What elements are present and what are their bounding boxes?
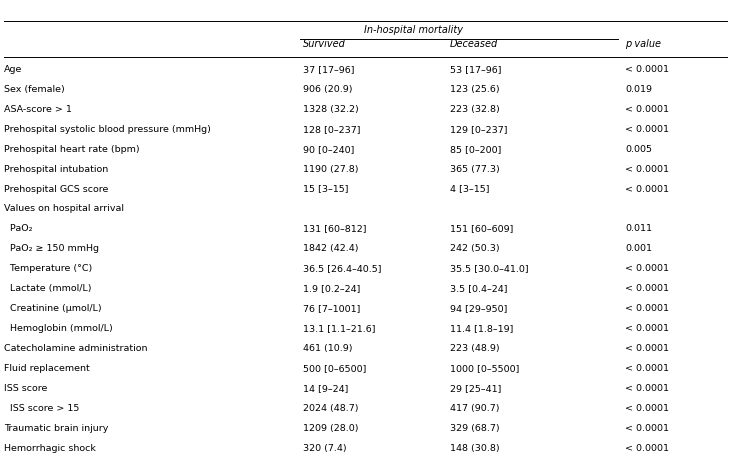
Text: Age: Age <box>4 65 22 74</box>
Text: 37 [17–96]: 37 [17–96] <box>303 65 355 74</box>
Text: 2024 (48.7): 2024 (48.7) <box>303 404 359 413</box>
Text: 123 (25.6): 123 (25.6) <box>450 85 499 94</box>
Text: < 0.0001: < 0.0001 <box>625 344 669 353</box>
Text: 329 (68.7): 329 (68.7) <box>450 424 499 433</box>
Text: Values on hospital arrival: Values on hospital arrival <box>4 204 124 213</box>
Text: 128 [0–237]: 128 [0–237] <box>303 125 361 134</box>
Text: Lactate (mmol/L): Lactate (mmol/L) <box>4 284 91 293</box>
Text: 13.1 [1.1–21.6]: 13.1 [1.1–21.6] <box>303 324 376 333</box>
Text: 3.5 [0.4–24]: 3.5 [0.4–24] <box>450 284 507 293</box>
Text: < 0.0001: < 0.0001 <box>625 264 669 273</box>
Text: 36.5 [26.4–40.5]: 36.5 [26.4–40.5] <box>303 264 382 273</box>
Text: < 0.0001: < 0.0001 <box>625 105 669 114</box>
Text: Hemorrhagic shock: Hemorrhagic shock <box>4 443 96 453</box>
Text: Survived: Survived <box>303 38 346 49</box>
Text: 14 [9–24]: 14 [9–24] <box>303 384 349 393</box>
Text: 151 [60–609]: 151 [60–609] <box>450 224 513 234</box>
Text: < 0.0001: < 0.0001 <box>625 284 669 293</box>
Text: 11.4 [1.8–19]: 11.4 [1.8–19] <box>450 324 513 333</box>
Text: 4 [3–15]: 4 [3–15] <box>450 185 489 194</box>
Text: 94 [29–950]: 94 [29–950] <box>450 304 507 313</box>
Text: 223 (32.8): 223 (32.8) <box>450 105 499 114</box>
Text: 29 [25–41]: 29 [25–41] <box>450 384 501 393</box>
Text: < 0.0001: < 0.0001 <box>625 125 669 134</box>
Text: < 0.0001: < 0.0001 <box>625 384 669 393</box>
Text: Traumatic brain injury: Traumatic brain injury <box>4 424 108 433</box>
Text: 1.9 [0.2–24]: 1.9 [0.2–24] <box>303 284 360 293</box>
Text: 365 (77.3): 365 (77.3) <box>450 164 499 174</box>
Text: 223 (48.9): 223 (48.9) <box>450 344 499 353</box>
Text: 242 (50.3): 242 (50.3) <box>450 245 499 253</box>
Text: 76 [7–1001]: 76 [7–1001] <box>303 304 360 313</box>
Text: ISS score > 15: ISS score > 15 <box>4 404 79 413</box>
Text: Fluid replacement: Fluid replacement <box>4 364 89 373</box>
Text: Catecholamine administration: Catecholamine administration <box>4 344 147 353</box>
Text: PaO₂ ≥ 150 mmHg: PaO₂ ≥ 150 mmHg <box>4 245 99 253</box>
Text: 148 (30.8): 148 (30.8) <box>450 443 499 453</box>
Text: Deceased: Deceased <box>450 38 498 49</box>
Text: ASA-score > 1: ASA-score > 1 <box>4 105 72 114</box>
Text: p value: p value <box>625 38 661 49</box>
Text: < 0.0001: < 0.0001 <box>625 443 669 453</box>
Text: 1190 (27.8): 1190 (27.8) <box>303 164 359 174</box>
Text: 906 (20.9): 906 (20.9) <box>303 85 353 94</box>
Text: 90 [0–240]: 90 [0–240] <box>303 145 355 154</box>
Text: Prehospital systolic blood pressure (mmHg): Prehospital systolic blood pressure (mmH… <box>4 125 211 134</box>
Text: Sex (female): Sex (female) <box>4 85 64 94</box>
Text: 1842 (42.4): 1842 (42.4) <box>303 245 359 253</box>
Text: Temperature (°C): Temperature (°C) <box>4 264 92 273</box>
Text: 85 [0–200]: 85 [0–200] <box>450 145 501 154</box>
Text: < 0.0001: < 0.0001 <box>625 304 669 313</box>
Text: < 0.0001: < 0.0001 <box>625 324 669 333</box>
Text: Prehospital heart rate (bpm): Prehospital heart rate (bpm) <box>4 145 140 154</box>
Text: 0.011: 0.011 <box>625 224 652 234</box>
Text: 15 [3–15]: 15 [3–15] <box>303 185 349 194</box>
Text: < 0.0001: < 0.0001 <box>625 185 669 194</box>
Text: 0.001: 0.001 <box>625 245 652 253</box>
Text: Creatinine (μmol/L): Creatinine (μmol/L) <box>4 304 102 313</box>
Text: < 0.0001: < 0.0001 <box>625 424 669 433</box>
Text: Prehospital GCS score: Prehospital GCS score <box>4 185 108 194</box>
Text: 129 [0–237]: 129 [0–237] <box>450 125 507 134</box>
Text: 1328 (32.2): 1328 (32.2) <box>303 105 359 114</box>
Text: 131 [60–812]: 131 [60–812] <box>303 224 367 234</box>
Text: 320 (7.4): 320 (7.4) <box>303 443 347 453</box>
Text: 500 [0–6500]: 500 [0–6500] <box>303 364 367 373</box>
Text: 0.019: 0.019 <box>625 85 652 94</box>
Text: 35.5 [30.0–41.0]: 35.5 [30.0–41.0] <box>450 264 529 273</box>
Text: Prehospital intubation: Prehospital intubation <box>4 164 108 174</box>
Text: 461 (10.9): 461 (10.9) <box>303 344 353 353</box>
Text: 1000 [0–5500]: 1000 [0–5500] <box>450 364 519 373</box>
Text: < 0.0001: < 0.0001 <box>625 164 669 174</box>
Text: ISS score: ISS score <box>4 384 47 393</box>
Text: Hemoglobin (mmol/L): Hemoglobin (mmol/L) <box>4 324 113 333</box>
Text: 53 [17–96]: 53 [17–96] <box>450 65 501 74</box>
Text: 1209 (28.0): 1209 (28.0) <box>303 424 359 433</box>
Text: < 0.0001: < 0.0001 <box>625 364 669 373</box>
Text: In-hospital mortality: In-hospital mortality <box>363 25 463 35</box>
Text: 0.005: 0.005 <box>625 145 652 154</box>
Text: < 0.0001: < 0.0001 <box>625 65 669 74</box>
Text: < 0.0001: < 0.0001 <box>625 404 669 413</box>
Text: PaO₂: PaO₂ <box>4 224 32 234</box>
Text: 417 (90.7): 417 (90.7) <box>450 404 499 413</box>
